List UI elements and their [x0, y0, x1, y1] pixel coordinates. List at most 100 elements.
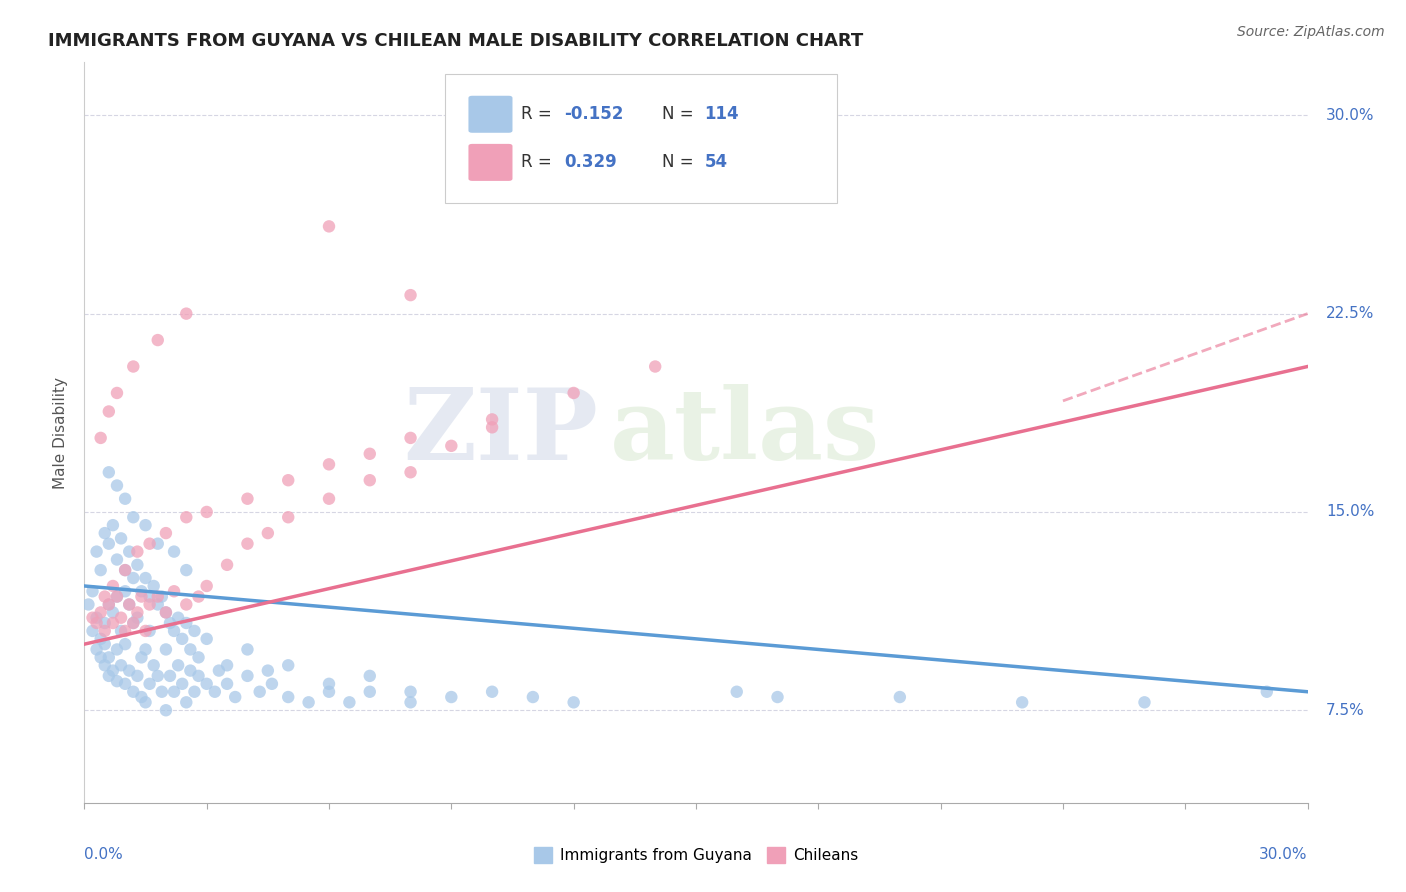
Point: [481, 685, 503, 699]
Legend: Immigrants from Guyana, Chileans: Immigrants from Guyana, Chileans: [527, 841, 865, 869]
Point: [257, 526, 280, 541]
Point: [359, 447, 381, 461]
Point: [131, 584, 153, 599]
Point: [150, 590, 173, 604]
Point: [82, 624, 104, 638]
Text: IMMIGRANTS FROM GUYANA VS CHILEAN MALE DISABILITY CORRELATION CHART: IMMIGRANTS FROM GUYANA VS CHILEAN MALE D…: [48, 32, 863, 50]
Point: [318, 677, 340, 691]
Point: [135, 695, 157, 709]
Point: [208, 664, 231, 678]
Point: [77, 598, 100, 612]
Text: 7.5%: 7.5%: [1326, 703, 1365, 718]
Point: [131, 690, 153, 704]
Point: [135, 624, 157, 638]
Point: [146, 598, 169, 612]
Point: [236, 669, 259, 683]
Point: [440, 439, 463, 453]
Point: [481, 412, 503, 426]
Text: 0.329: 0.329: [564, 153, 617, 171]
Point: [249, 685, 271, 699]
Point: [90, 632, 112, 646]
Point: [146, 669, 169, 683]
Point: [86, 615, 108, 630]
Text: 30.0%: 30.0%: [1260, 847, 1308, 863]
Point: [217, 677, 239, 691]
Point: [93, 637, 115, 651]
Point: [277, 473, 299, 487]
Text: -0.152: -0.152: [564, 105, 623, 123]
Point: [114, 677, 136, 691]
Point: [135, 642, 157, 657]
Point: [174, 510, 197, 524]
Point: [318, 458, 340, 472]
Point: [93, 624, 115, 638]
Point: [127, 606, 149, 620]
Point: [172, 632, 194, 646]
Point: [114, 563, 136, 577]
Text: N =: N =: [662, 153, 699, 171]
Point: [138, 598, 160, 612]
Point: [114, 584, 136, 599]
Point: [86, 610, 108, 624]
FancyBboxPatch shape: [468, 95, 513, 133]
Point: [90, 431, 112, 445]
Point: [155, 642, 177, 657]
Point: [97, 598, 120, 612]
Point: [110, 610, 132, 624]
FancyBboxPatch shape: [446, 73, 837, 203]
Point: [163, 624, 186, 638]
Point: [159, 615, 181, 630]
Point: [1256, 685, 1278, 699]
Point: [105, 590, 128, 604]
Point: [122, 615, 145, 630]
Point: [127, 558, 149, 572]
Point: [97, 650, 120, 665]
Text: atlas: atlas: [610, 384, 880, 481]
Point: [110, 624, 132, 638]
Text: N =: N =: [662, 105, 699, 123]
Point: [359, 669, 381, 683]
Point: [889, 690, 911, 704]
Point: [217, 658, 239, 673]
Text: 0.0%: 0.0%: [84, 847, 124, 863]
Point: [318, 491, 340, 506]
Point: [522, 690, 544, 704]
Text: R =: R =: [522, 153, 557, 171]
Point: [644, 359, 666, 374]
Point: [766, 690, 789, 704]
Point: [97, 465, 120, 479]
Point: [277, 510, 299, 524]
Point: [179, 664, 201, 678]
Point: [163, 685, 186, 699]
Point: [172, 677, 194, 691]
Point: [174, 307, 197, 321]
Point: [167, 610, 190, 624]
Point: [101, 615, 124, 630]
Point: [127, 544, 149, 558]
Point: [105, 642, 128, 657]
Point: [155, 703, 177, 717]
Point: [224, 690, 246, 704]
Point: [174, 615, 197, 630]
Point: [195, 505, 218, 519]
Point: [359, 685, 381, 699]
Point: [277, 690, 299, 704]
Point: [183, 685, 205, 699]
Point: [277, 658, 299, 673]
Point: [187, 669, 209, 683]
Point: [138, 624, 160, 638]
Point: [138, 677, 160, 691]
Point: [399, 288, 422, 302]
FancyBboxPatch shape: [468, 144, 513, 181]
Point: [163, 584, 186, 599]
Point: [122, 510, 145, 524]
Point: [138, 590, 160, 604]
Point: [122, 615, 145, 630]
Point: [118, 664, 141, 678]
Point: [1133, 695, 1156, 709]
Point: [131, 650, 153, 665]
Point: [101, 664, 124, 678]
Point: [399, 431, 422, 445]
Point: [138, 536, 160, 550]
Point: [359, 473, 381, 487]
